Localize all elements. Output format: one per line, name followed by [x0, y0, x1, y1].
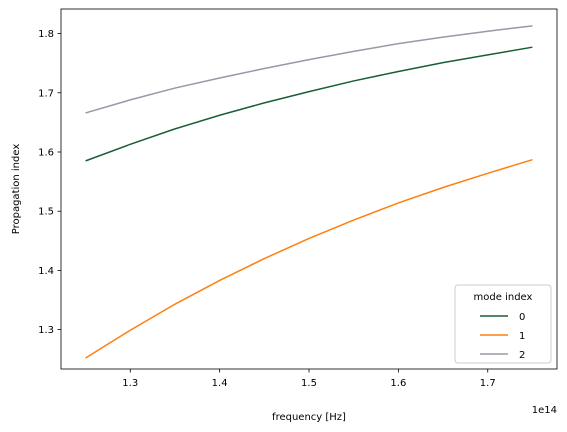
- series-line-1: [85, 158, 533, 359]
- y-axis-label: Propagation index: [11, 144, 22, 235]
- x-tick-label: 1.3: [122, 378, 138, 389]
- x-tick-label: 1.5: [301, 378, 317, 389]
- y-tick-label: 1.8: [38, 29, 54, 40]
- y-tick-label: 1.4: [38, 266, 54, 277]
- ticks-layer: 1.3 1.4 1.5 1.6 1.7 1.3 1.4 1.5 1.6 1.7 1.8: [38, 29, 496, 389]
- x-tick-label: 1.6: [390, 378, 406, 389]
- y-tick-label: 1.3: [38, 325, 54, 336]
- y-tick-label: 1.7: [38, 88, 54, 99]
- series-layer: [85, 25, 533, 359]
- x-tick-label: 1.7: [480, 378, 496, 389]
- x-offset-label: 1e14: [532, 405, 557, 416]
- legend-label-0: 0: [519, 312, 525, 323]
- legend-label-2: 2: [519, 350, 525, 361]
- legend-label-1: 1: [519, 331, 525, 342]
- x-tick-label: 1.4: [212, 378, 228, 389]
- legend-box: [454, 284, 552, 364]
- plot-frame: [60, 8, 558, 370]
- legend: mode index 0 1 2: [454, 284, 552, 364]
- legend-title: mode index: [474, 292, 533, 303]
- x-axis-label: frequency [Hz]: [272, 412, 346, 423]
- y-tick-label: 1.6: [38, 147, 54, 158]
- series-line-2: [85, 25, 533, 114]
- series-line-0: [85, 46, 533, 162]
- y-tick-label: 1.5: [38, 207, 54, 218]
